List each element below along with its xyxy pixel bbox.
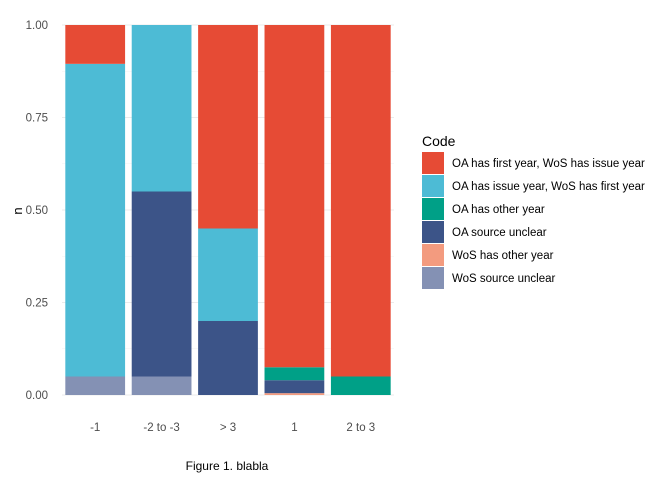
legend-swatch bbox=[422, 244, 444, 266]
legend-label: OA has other year bbox=[452, 204, 545, 216]
y-axis-title: n bbox=[10, 207, 25, 214]
x-axis: -1 -2 to -3 > 3 1 2 to 3 bbox=[90, 422, 375, 434]
bar-segment bbox=[264, 367, 325, 381]
bar-segment bbox=[131, 191, 192, 377]
x-tick-label: -1 bbox=[90, 422, 100, 434]
figure-caption: Figure 1. blabla bbox=[186, 459, 269, 473]
bar-segment bbox=[65, 376, 126, 395]
bar-segment bbox=[131, 25, 192, 192]
bar-segment bbox=[198, 25, 258, 229]
legend-label: WoS source unclear bbox=[452, 273, 556, 285]
x-tick-label: -2 to -3 bbox=[143, 422, 179, 434]
bar-segment bbox=[264, 393, 325, 395]
legend-label: OA has issue year, WoS has first year bbox=[452, 181, 645, 193]
legend-swatch bbox=[422, 221, 444, 243]
legend-swatch bbox=[422, 198, 444, 220]
legend-swatch bbox=[422, 175, 444, 197]
bar-segment bbox=[264, 25, 325, 368]
x-tick-label: 1 bbox=[291, 422, 297, 434]
bar-segment bbox=[198, 321, 258, 395]
x-tick-label: 2 to 3 bbox=[346, 422, 375, 434]
legend-swatch bbox=[422, 267, 444, 289]
bar-segment bbox=[131, 376, 192, 395]
bar-segment bbox=[330, 376, 391, 395]
y-tick-label: 0.00 bbox=[26, 390, 48, 402]
legend-label: OA has first year, WoS has issue year bbox=[452, 158, 645, 170]
legend-label: WoS has other year bbox=[452, 250, 554, 262]
bar-segment bbox=[65, 63, 126, 377]
bar-segment bbox=[264, 380, 325, 394]
bar-segment bbox=[198, 228, 258, 321]
bar-segment bbox=[65, 25, 126, 64]
bars bbox=[65, 25, 391, 395]
y-tick-label: 0.50 bbox=[26, 205, 48, 217]
bar-segment bbox=[330, 25, 391, 377]
y-tick-label: 0.25 bbox=[26, 298, 48, 310]
legend-title: Code bbox=[422, 133, 456, 149]
x-tick-label: > 3 bbox=[220, 422, 236, 434]
legend-label: OA source unclear bbox=[452, 227, 547, 239]
y-axis: 0.00 0.25 0.50 0.75 1.00 bbox=[26, 20, 48, 402]
y-tick-label: 1.00 bbox=[26, 20, 48, 32]
y-tick-label: 0.75 bbox=[26, 113, 48, 125]
legend: OA has first year, WoS has issue year OA … bbox=[422, 152, 645, 289]
legend-swatch bbox=[422, 152, 444, 174]
